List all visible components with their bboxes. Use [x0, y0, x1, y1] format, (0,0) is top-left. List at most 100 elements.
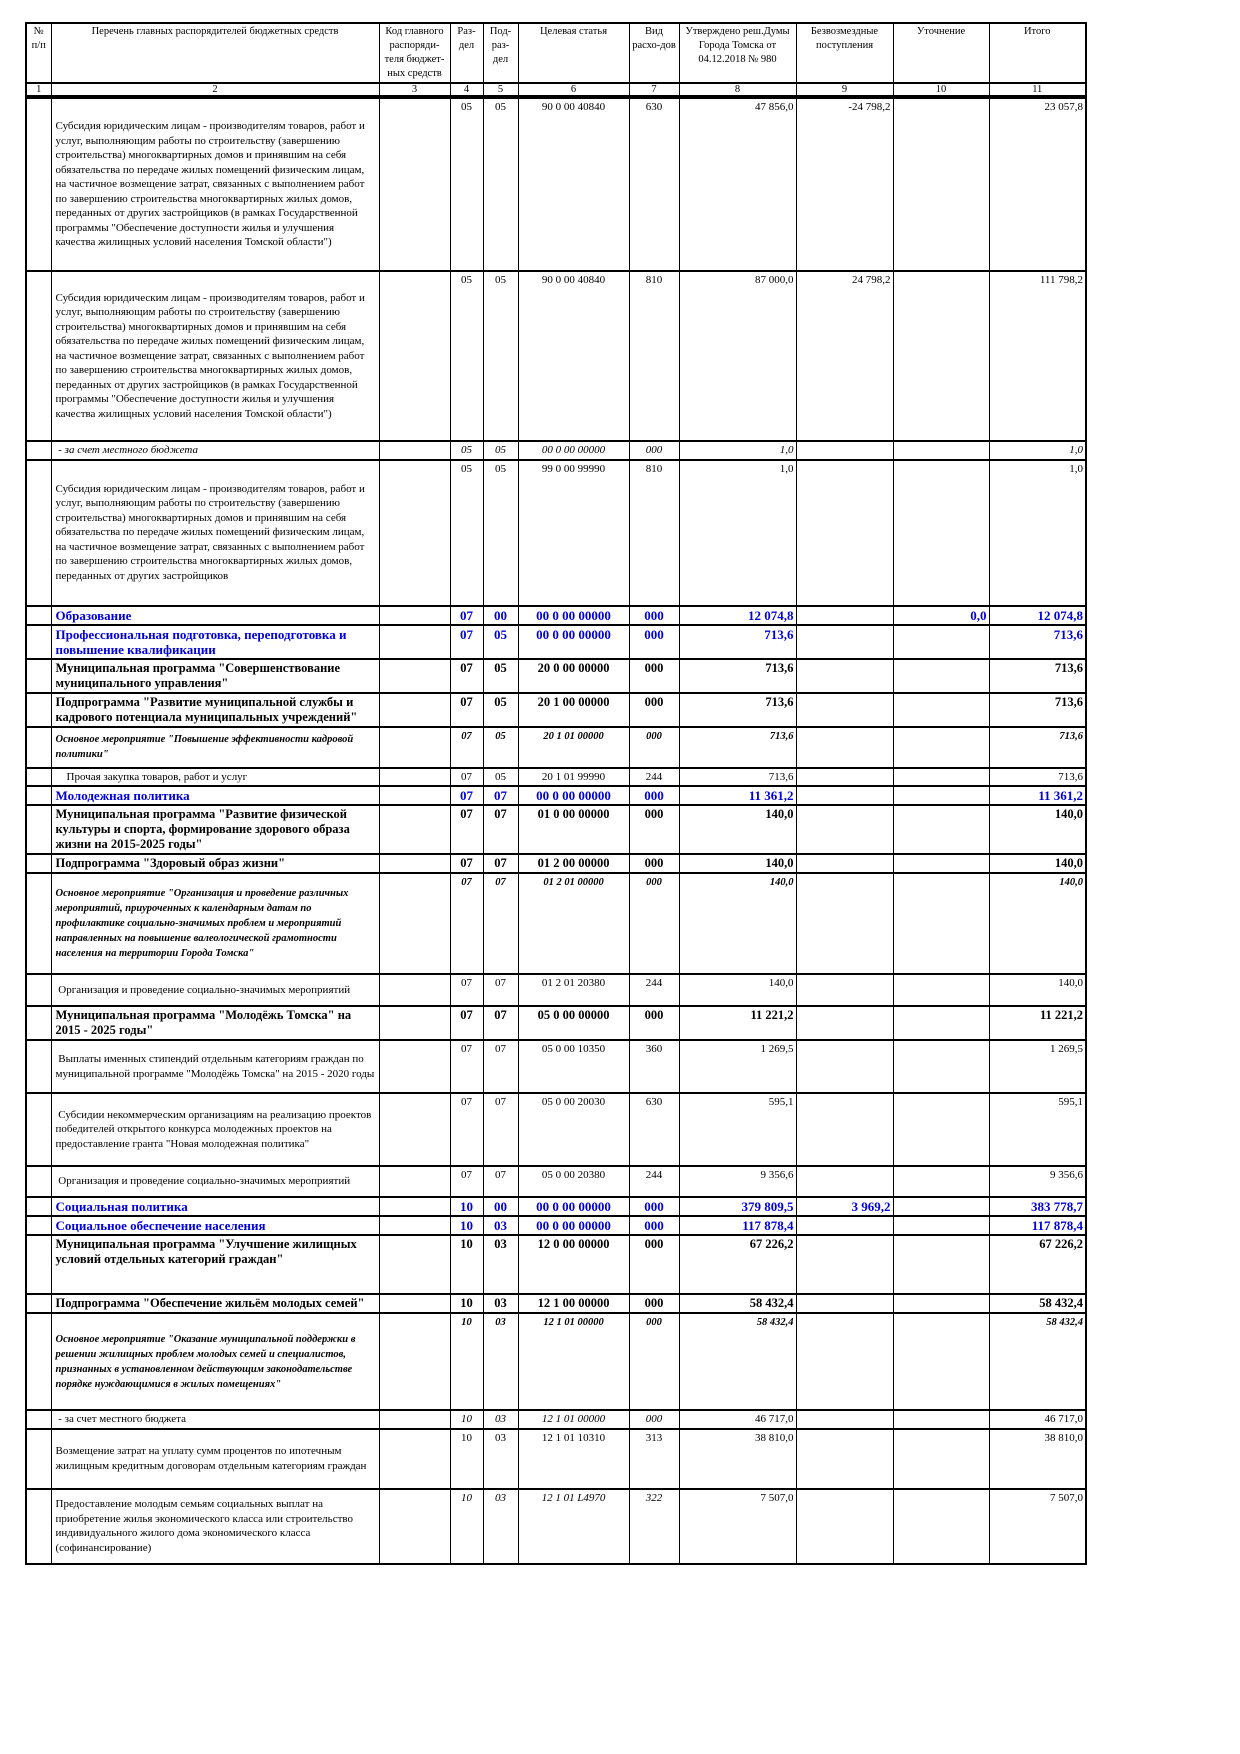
gratuitous-cell: -24 798,2	[795, 96, 894, 272]
num-cell	[25, 1092, 52, 1167]
razdel-cell: 07	[449, 1005, 484, 1041]
name-cell: Основное мероприятие "Оказание муниципал…	[50, 1312, 380, 1411]
clarification-cell	[892, 1428, 990, 1490]
approved-cell: 38 810,0	[678, 1428, 797, 1490]
name-cell: Субсидия юридическим лицам - производите…	[50, 270, 380, 442]
target-article-cell: 01 0 00 00000	[517, 804, 630, 855]
expense-type-cell: 630	[628, 96, 680, 272]
col-razdel-header: Раз-дел	[449, 22, 484, 84]
podrazdel-cell: 07	[482, 785, 519, 806]
total-cell: 140,0	[988, 804, 1087, 855]
razdel-cell: 07	[449, 1092, 484, 1167]
num-cell	[25, 853, 52, 874]
target-article-cell: 00 0 00 00000	[517, 1196, 630, 1217]
col-gratuitous-number: 9	[795, 82, 894, 99]
name-cell: Организация и проведение социально-значи…	[50, 973, 380, 1007]
table-row: Субсидии некоммерческим организациям на …	[25, 1092, 1087, 1167]
podrazdel-cell: 05	[482, 270, 519, 442]
num-cell	[25, 624, 52, 660]
gratuitous-cell	[795, 1293, 894, 1314]
total-cell: 9 356,6	[988, 1165, 1087, 1198]
gr-code-cell	[378, 1165, 451, 1198]
gratuitous-cell	[795, 605, 894, 626]
expense-type-cell: 000	[628, 726, 680, 769]
table-row: Муниципальная программа "Развитие физиче…	[25, 804, 1087, 855]
total-cell: 117 878,4	[988, 1215, 1087, 1236]
razdel-cell: 10	[449, 1234, 484, 1295]
target-article-cell: 00 0 00 00000	[517, 624, 630, 660]
expense-type-cell: 000	[628, 1409, 680, 1430]
col-number-number: 1	[25, 82, 52, 99]
num-cell	[25, 658, 52, 694]
gratuitous-cell	[795, 624, 894, 660]
razdel-cell: 07	[449, 605, 484, 626]
expense-type-cell: 000	[628, 1293, 680, 1314]
clarification-cell	[892, 1409, 990, 1430]
target-article-cell: 00 0 00 00000	[517, 785, 630, 806]
gr-code-cell	[378, 440, 451, 461]
num-cell	[25, 767, 52, 787]
gr-code-cell	[378, 804, 451, 855]
col-target-article-header: Целевая статья	[517, 22, 630, 84]
gratuitous-cell	[795, 1234, 894, 1295]
gr-code-cell	[378, 1215, 451, 1236]
gr-code-cell	[378, 1312, 451, 1411]
table-row: Основное мероприятие "Повышение эффектив…	[25, 726, 1087, 769]
approved-cell: 713,6	[678, 658, 797, 694]
clarification-cell	[892, 1196, 990, 1217]
target-article-cell: 12 1 01 00000	[517, 1312, 630, 1411]
approved-cell: 87 000,0	[678, 270, 797, 442]
podrazdel-cell: 05	[482, 459, 519, 607]
budget-table: № п/п Перечень главных распорядителей бюд…	[25, 22, 1087, 1565]
approved-cell: 140,0	[678, 973, 797, 1007]
expense-type-cell: 000	[628, 1312, 680, 1411]
total-cell: 58 432,4	[988, 1293, 1087, 1314]
podrazdel-cell: 05	[482, 767, 519, 787]
expense-type-cell: 000	[628, 658, 680, 694]
num-cell	[25, 459, 52, 607]
gratuitous-cell	[795, 1428, 894, 1490]
num-cell	[25, 1215, 52, 1236]
clarification-cell	[892, 1005, 990, 1041]
total-cell: 38 810,0	[988, 1428, 1087, 1490]
clarification-cell	[892, 96, 990, 272]
clarification-cell	[892, 804, 990, 855]
table-row: Профессиональная подготовка, переподгото…	[25, 624, 1087, 660]
name-cell: Основное мероприятие "Организация и пров…	[50, 872, 380, 975]
col-clarification-number: 10	[892, 82, 990, 99]
approved-cell: 58 432,4	[678, 1312, 797, 1411]
podrazdel-cell: 05	[482, 692, 519, 728]
target-article-cell: 01 2 01 20380	[517, 973, 630, 1007]
clarification-cell	[892, 1488, 990, 1565]
total-cell: 12 074,8	[988, 605, 1087, 626]
podrazdel-cell: 03	[482, 1215, 519, 1236]
razdel-cell: 05	[449, 440, 484, 461]
table-row: - за счет местного бюджета 05 05 00 0 00 00…	[25, 440, 1087, 461]
expense-type-cell: 000	[628, 605, 680, 626]
razdel-cell: 07	[449, 767, 484, 787]
podrazdel-cell: 03	[482, 1488, 519, 1565]
target-article-cell: 20 1 00 00000	[517, 692, 630, 728]
expense-type-cell: 810	[628, 459, 680, 607]
clarification-cell	[892, 1293, 990, 1314]
clarification-cell	[892, 1312, 990, 1411]
num-cell	[25, 872, 52, 975]
total-cell: 11 221,2	[988, 1005, 1087, 1041]
table-row: - за счет местного бюджета 10 03 12 1 01 00…	[25, 1409, 1087, 1430]
podrazdel-cell: 05	[482, 440, 519, 461]
target-article-cell: 00 0 00 00000	[517, 1215, 630, 1236]
razdel-cell: 07	[449, 872, 484, 975]
approved-cell: 58 432,4	[678, 1293, 797, 1314]
expense-type-cell: 244	[628, 973, 680, 1007]
table-row: Основное мероприятие "Оказание муниципал…	[25, 1312, 1087, 1411]
col-razdel-number: 4	[449, 82, 484, 99]
clarification-cell	[892, 1234, 990, 1295]
total-cell: 713,6	[988, 767, 1087, 787]
clarification-cell	[892, 726, 990, 769]
expense-type-cell: 000	[628, 440, 680, 461]
podrazdel-cell: 05	[482, 96, 519, 272]
razdel-cell: 10	[449, 1488, 484, 1565]
clarification-cell	[892, 1039, 990, 1094]
approved-cell: 713,6	[678, 767, 797, 787]
gr-code-cell	[378, 973, 451, 1007]
